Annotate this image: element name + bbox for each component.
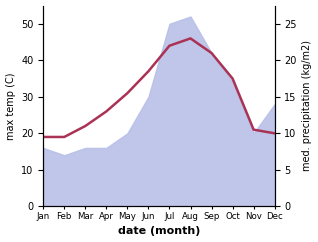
Y-axis label: max temp (C): max temp (C) — [5, 72, 16, 140]
Y-axis label: med. precipitation (kg/m2): med. precipitation (kg/m2) — [302, 40, 313, 171]
X-axis label: date (month): date (month) — [118, 227, 200, 236]
